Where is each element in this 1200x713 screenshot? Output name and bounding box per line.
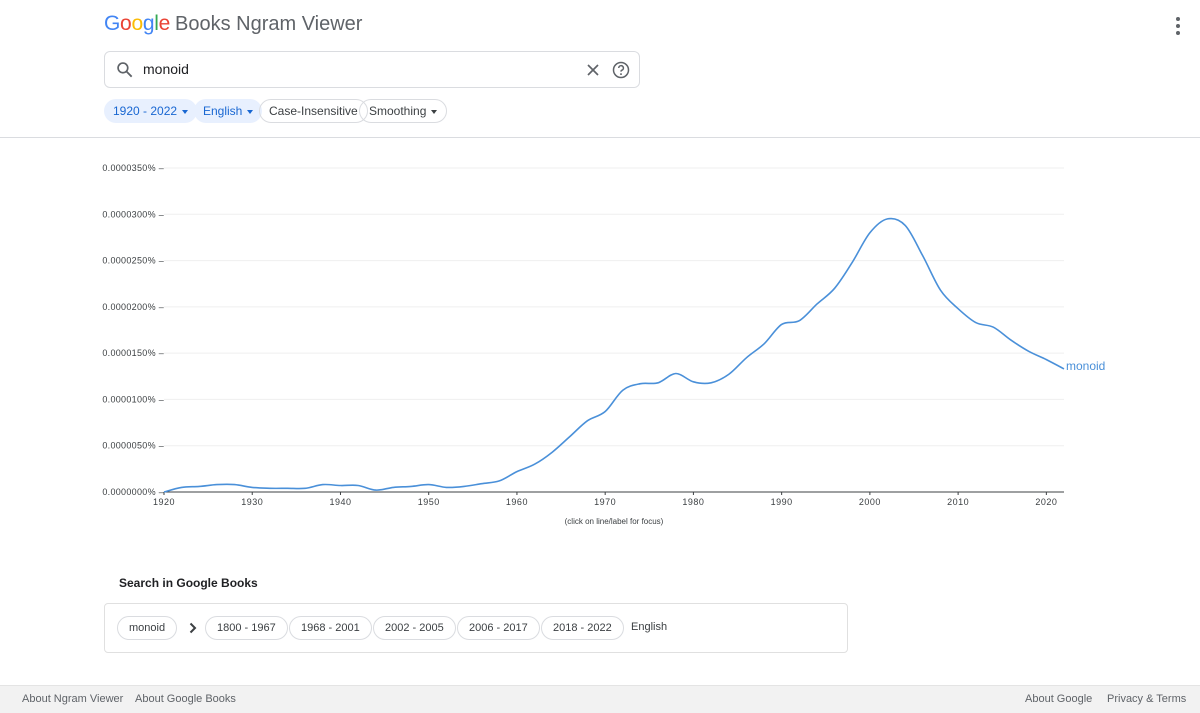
header: Google Books Ngram Viewer 1920 - 2022 En… [0,0,1200,138]
y-tick-label: 0.0000350% – [102,163,164,173]
logo-letter: e [158,12,171,35]
google-books-title: Search in Google Books [119,576,258,590]
corpus-label: English [203,104,243,118]
google-books-panel: monoid 1800 - 1967 1968 - 2001 2002 - 20… [104,603,848,653]
about-google-books-link[interactable]: About Google Books [135,693,236,705]
language-label: English [631,621,668,633]
range-chip[interactable]: 2002 - 2005 [373,616,456,640]
y-tick-label: 0.0000300% – [102,209,164,219]
footer: About Ngram Viewer About Google Books Ab… [0,685,1200,713]
caret-down-icon [247,109,254,114]
caret-down-icon [431,109,438,114]
product-name: Books Ngram Viewer [174,13,363,35]
year-range-dropdown[interactable]: 1920 - 2022 [104,99,198,123]
y-tick-label: 0.0000200% – [102,302,164,312]
x-tick-label: 1930 [241,497,263,507]
case-insensitive-toggle[interactable]: Case-Insensitive [259,99,368,123]
x-tick-label: 1950 [418,497,440,507]
ngram-chart: 0.0000000% – 0.0000050% – 0.0000100% – 0.00… [102,163,1105,507]
logo-letter: l [154,12,159,35]
x-tick-label: 1980 [682,497,704,507]
y-tick-label: 0.0000000% – [102,487,164,497]
close-icon[interactable] [583,60,603,80]
search-box[interactable] [104,51,640,88]
logo-letter: o [120,12,132,35]
corpus-dropdown[interactable]: English [194,99,263,123]
x-tick-label: 1960 [506,497,528,507]
smoothing-dropdown[interactable]: Smoothing [359,99,448,123]
smoothing-label: Smoothing [369,104,427,118]
range-chip[interactable]: 2018 - 2022 [541,616,624,640]
about-google-link[interactable]: About Google [1025,693,1093,705]
range-chip[interactable]: 1800 - 1967 [205,616,288,640]
search-input[interactable] [143,52,563,87]
y-tick-label: 0.0000250% – [102,256,164,266]
y-tick-label: 0.0000050% – [102,441,164,451]
series-line-monoid [163,217,1065,493]
logo-letter: g [142,12,155,35]
logo-letter: G [104,12,121,35]
year-range-label: 1920 - 2022 [113,104,178,118]
series-label-monoid[interactable]: monoid [1066,359,1105,373]
term-chip[interactable]: monoid [117,616,178,640]
logo-letter: o [131,12,143,35]
x-tick-label: 2020 [1035,497,1057,507]
privacy-terms-link[interactable]: Privacy & Terms [1107,693,1187,705]
x-tick-label: 2000 [859,497,881,507]
help-icon[interactable] [611,60,631,80]
chart-hint: (click on line/label for focus) [564,517,664,526]
caret-down-icon [182,109,189,114]
x-tick-label: 1970 [594,497,616,507]
range-chip[interactable]: 2006 - 2017 [457,616,540,640]
x-tick-label: 1990 [771,497,793,507]
more-vert-icon[interactable] [1166,14,1190,38]
range-chip[interactable]: 1968 - 2001 [289,616,372,640]
x-tick-label: 1920 [153,497,175,507]
y-tick-label: 0.0000100% – [102,394,164,404]
search-icon [117,62,133,78]
about-ngram-link[interactable]: About Ngram Viewer [22,693,124,705]
y-tick-label: 0.0000150% – [102,348,164,358]
chevron-right-icon [189,622,197,634]
x-tick-label: 1940 [329,497,351,507]
x-tick-label: 2010 [947,497,969,507]
